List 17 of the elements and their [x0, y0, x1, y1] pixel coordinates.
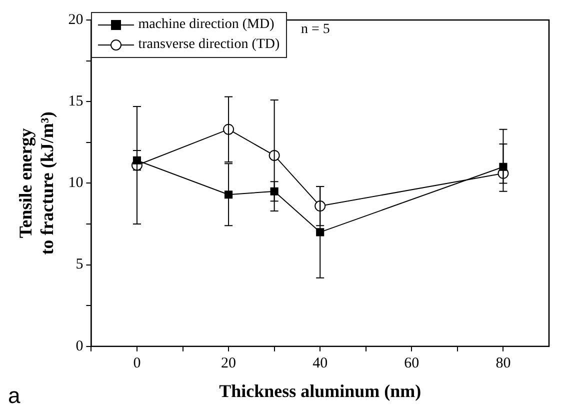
x-tick-label: 20	[221, 355, 236, 372]
y-axis-title: Tensile energy to fracture (kJ/m³)	[15, 112, 58, 255]
y-tick-label: 20	[68, 12, 84, 28]
x-tick-label: 40	[312, 355, 328, 372]
point	[499, 162, 508, 171]
y-tick-label: 5	[76, 256, 84, 273]
y-tick-label: 10	[68, 175, 84, 192]
y-tick-label: 0	[76, 338, 84, 354]
text: a	[8, 383, 20, 409]
x-tick-label: 0	[133, 355, 141, 372]
x-axis-title: Thickness aluminum (nm)	[219, 380, 422, 401]
legend-label: transverse direction (TD)	[138, 36, 280, 54]
annotation: n = 5	[301, 22, 330, 38]
y-tick-label: 15	[68, 94, 84, 110]
legend-label: machine direction (MD)	[138, 16, 274, 34]
x-tick-label: 60	[404, 355, 420, 372]
x-tick-label: 80	[496, 355, 511, 372]
